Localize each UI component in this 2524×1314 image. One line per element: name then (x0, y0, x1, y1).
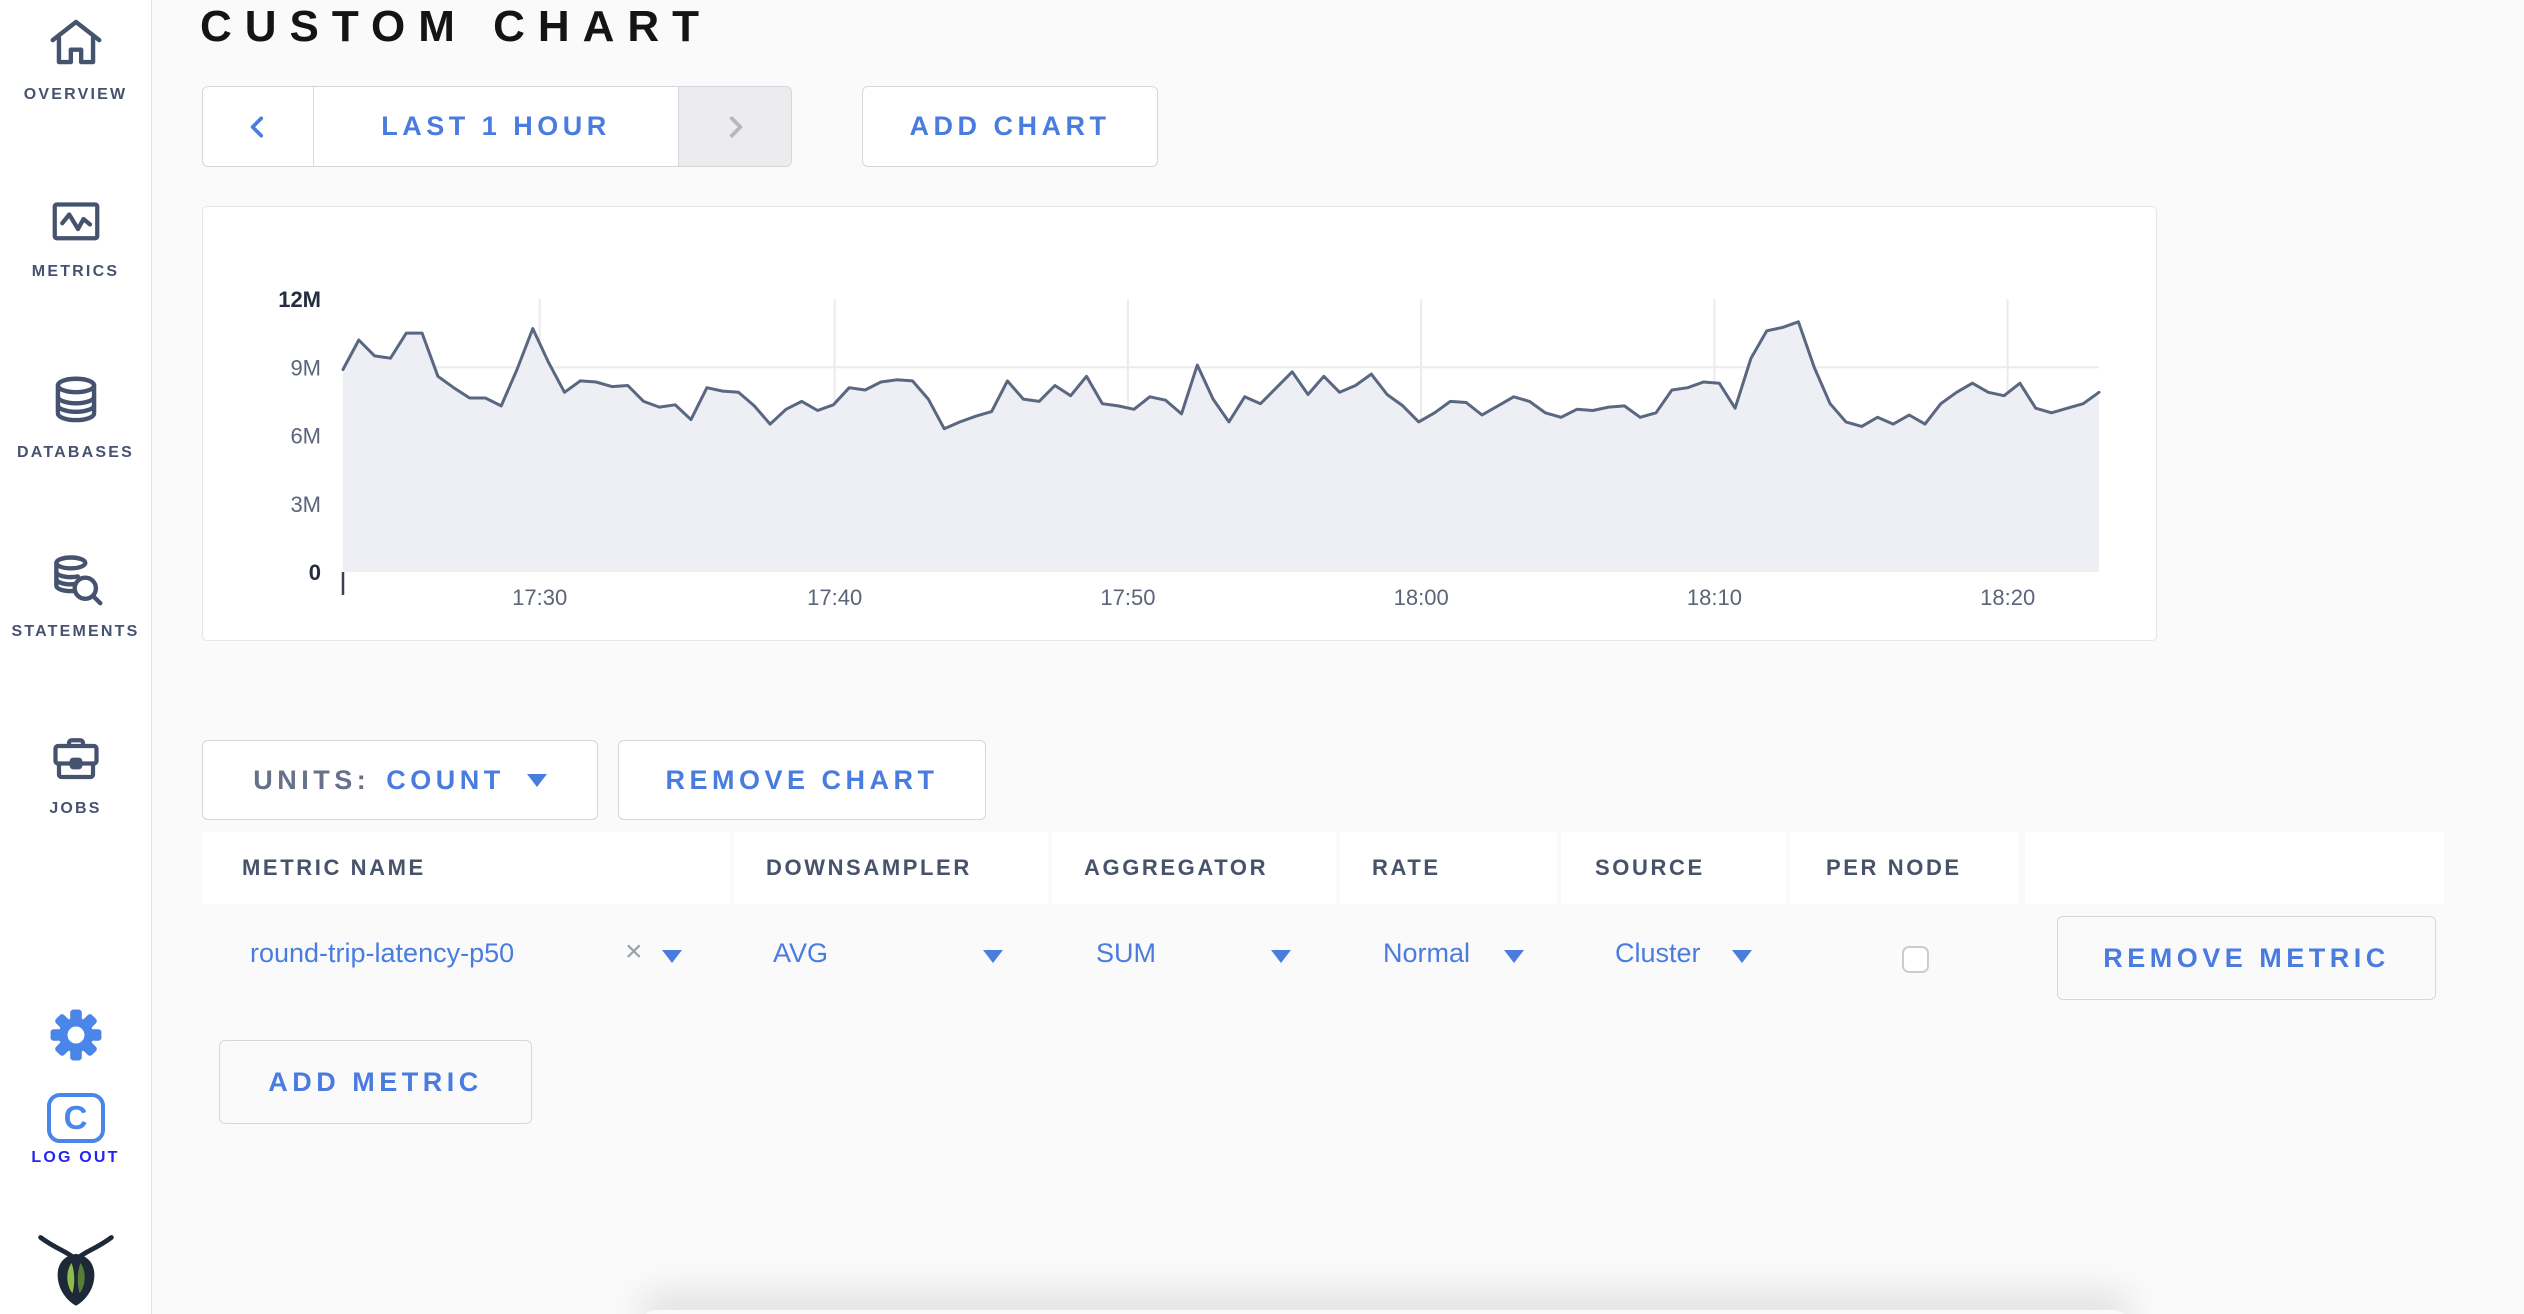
clear-metric-icon[interactable]: × (625, 935, 643, 968)
sidebar-item-databases[interactable]: DATABASES (0, 371, 151, 462)
sidebar-item-metrics[interactable]: METRICS (0, 192, 151, 281)
sidebar-item-label: STATEMENTS (11, 623, 140, 640)
column-header-actions (2025, 832, 2444, 904)
per-node-checkbox[interactable] (1902, 946, 1929, 973)
chevron-down-icon (526, 773, 547, 787)
svg-text:18:20: 18:20 (1980, 585, 2035, 610)
units-value: COUNT (386, 764, 505, 795)
source-dropdown[interactable]: Cluster (1615, 938, 1701, 968)
chevron-down-icon[interactable] (1732, 950, 1752, 963)
time-range-dropdown[interactable]: LAST 1 HOUR (381, 111, 611, 141)
chevron-down-icon[interactable] (662, 950, 682, 963)
svg-text:18:10: 18:10 (1687, 585, 1742, 610)
briefcase-icon (52, 738, 99, 780)
metric-area-chart: 17:30 17:40 17:50 18:00 18:10 18:20 0 3M 6M 9M 12M (278, 287, 2101, 610)
column-header-aggregator: AGGREGATOR (1052, 832, 1336, 904)
database-search-icon (53, 555, 102, 606)
sidebar-item-overview[interactable]: OVERVIEW (0, 13, 151, 104)
add-metric-button[interactable]: ADD METRIC (219, 1040, 532, 1124)
remove-chart-button[interactable]: REMOVE CHART (618, 740, 986, 820)
chevron-down-icon[interactable] (1504, 950, 1524, 963)
sidebar-item-jobs[interactable]: JOBS (0, 729, 151, 818)
add-chart-button[interactable]: ADD CHART (862, 86, 1158, 167)
svg-text:9M: 9M (290, 355, 321, 380)
chevron-right-icon (729, 115, 743, 138)
gear-icon (50, 1009, 101, 1061)
svg-text:6M: 6M (290, 424, 321, 449)
sidebar-item-label: DATABASES (17, 444, 134, 461)
cockroach-logo (0, 1222, 151, 1313)
chevron-left-icon (250, 115, 264, 138)
bottom-dock-shadow (640, 1310, 2130, 1314)
column-header-source: SOURCE (1561, 832, 1786, 904)
units-label: UNITS: (253, 764, 371, 795)
svg-text:17:30: 17:30 (512, 585, 567, 610)
downsampler-dropdown[interactable]: AVG (773, 938, 829, 968)
svg-text:17:50: 17:50 (1100, 585, 1155, 610)
sidebar-item-label: OVERVIEW (23, 86, 128, 103)
svg-text:3M: 3M (290, 492, 321, 517)
time-range-selector: LAST 1 HOUR (202, 86, 792, 167)
home-icon (50, 19, 101, 65)
svg-text:17:40: 17:40 (807, 585, 862, 610)
metrics-chart-icon (52, 202, 99, 241)
custom-chart-card: 17:30 17:40 17:50 18:00 18:10 18:20 0 3M 6M 9M 12M (202, 206, 2157, 641)
column-header-per-node: PER NODE (1790, 832, 2018, 904)
svg-text:0: 0 (309, 560, 321, 585)
time-range-next-button[interactable] (678, 87, 791, 166)
column-header-rate: RATE (1340, 832, 1557, 904)
units-dropdown[interactable]: UNITS: COUNT (202, 740, 598, 820)
svg-text:12M: 12M (278, 287, 321, 312)
time-range-prev-button[interactable] (203, 87, 314, 166)
settings-button[interactable] (0, 1008, 151, 1067)
logout-button[interactable]: C LOG OUT (0, 1093, 151, 1167)
database-icon (55, 376, 96, 423)
rate-dropdown[interactable]: Normal (1383, 938, 1471, 968)
sidebar-item-statements[interactable]: STATEMENTS (0, 550, 151, 641)
cockroach-bug-icon (37, 1235, 114, 1306)
metric-name-dropdown[interactable]: round-trip-latency-p50 (250, 938, 515, 968)
svg-text:18:00: 18:00 (1394, 585, 1449, 610)
remove-metric-button[interactable]: REMOVE METRIC (2057, 916, 2436, 1000)
sidebar-item-label: JOBS (49, 800, 102, 817)
sidebar: OVERVIEW METRICS DATABASES STATEMENTS (0, 0, 152, 1314)
aggregator-dropdown[interactable]: SUM (1096, 938, 1156, 968)
column-header-downsampler: DOWNSAMPLER (734, 832, 1048, 904)
chevron-down-icon[interactable] (983, 950, 1003, 963)
column-header-metric-name: METRIC NAME (202, 832, 730, 904)
page-title: CUSTOM CHART (200, 2, 713, 51)
chevron-down-icon[interactable] (1271, 950, 1291, 963)
sidebar-item-label: METRICS (31, 263, 120, 280)
cockroach-c-icon: C (46, 1093, 105, 1143)
logout-label: LOG OUT (31, 1149, 120, 1166)
